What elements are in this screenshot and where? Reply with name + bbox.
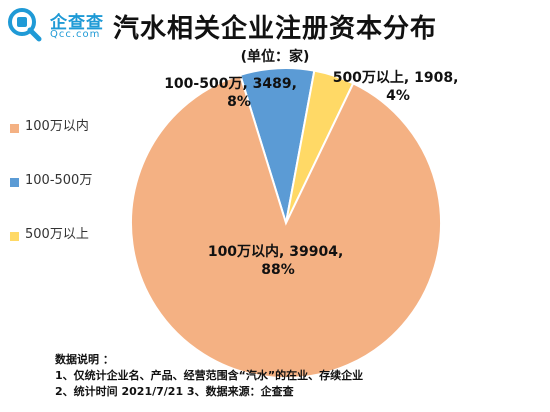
slice-label-500-plus: 500万以上, 1908, 4% — [333, 70, 464, 104]
legend-swatch — [10, 178, 19, 187]
slice-label-100-500: 100-500万, 3489, 8% — [164, 76, 302, 110]
chart-legend: 100万以内 100-500万 500万以上 — [10, 118, 120, 280]
legend-label: 100万以内 — [25, 119, 89, 134]
brand-logo: 企查查 Qcc.com — [6, 6, 116, 42]
data-notes: 数据说明 ： 1、仅统计企业名、产品、经营范围含“汽水”的在业、存续企业 2、统… — [55, 352, 363, 400]
legend-swatch — [10, 232, 19, 241]
chart-subtitle: (单位：家) — [240, 49, 310, 65]
legend-label: 100-500万 — [25, 173, 93, 188]
legend-item-under-100: 100万以内 — [10, 118, 120, 172]
notes-line-2: 2、统计时间 2021/7/21 3、数据来源：企查查 — [55, 385, 294, 398]
slice-under-100 — [130, 73, 442, 379]
brand-mark-icon — [8, 8, 42, 42]
brand-domain: Qcc.com — [50, 29, 101, 40]
notes-heading: 数据说明 ： — [55, 353, 114, 366]
legend-item-500-plus: 500万以上 — [10, 226, 120, 280]
legend-label: 500万以上 — [25, 227, 89, 242]
notes-line-1: 1、仅统计企业名、产品、经营范围含“汽水”的在业、存续企业 — [55, 369, 364, 382]
slice-label-under-100: 100万以内, 39904, 88% — [208, 243, 348, 278]
chart-title: 汽水相关企业注册资本分布 — [112, 14, 437, 44]
brand-name: 企查查 — [50, 13, 104, 33]
legend-swatch — [10, 124, 19, 133]
legend-item-100-500: 100-500万 — [10, 172, 120, 226]
